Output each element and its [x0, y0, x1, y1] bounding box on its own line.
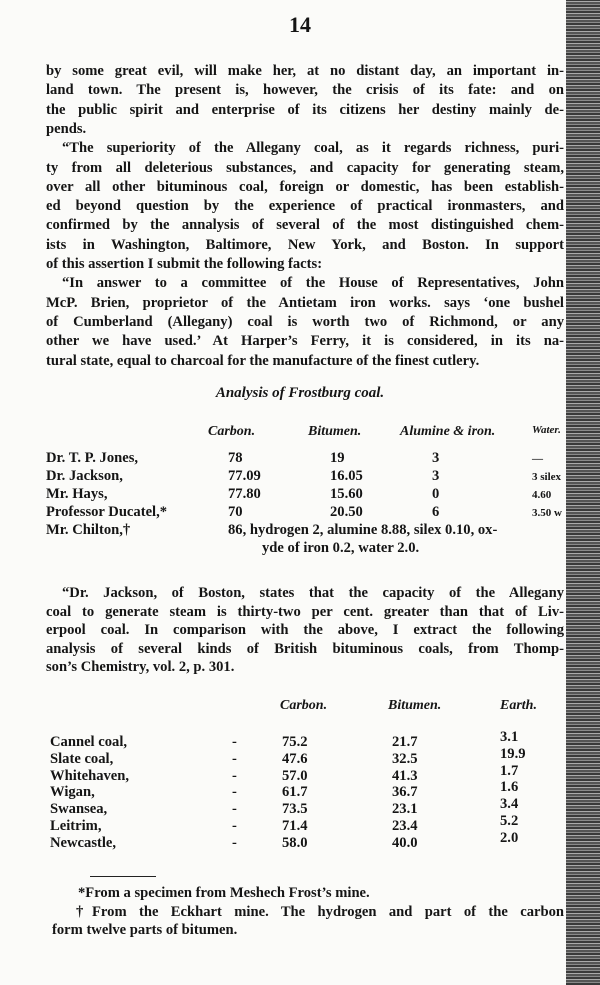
column-header: Earth. — [500, 698, 537, 713]
row-label: Mr. Hays, — [46, 486, 108, 502]
text-line: son’s Chemistry, vol. 2, p. 301. — [46, 659, 235, 675]
dash: - — [232, 784, 237, 801]
text-line: “In answer to a committee of the House o… — [62, 275, 564, 292]
table-cell: 0 — [432, 486, 440, 502]
table1-title: Analysis of Frostburg coal. — [215, 385, 385, 401]
text-line: the public spirit and enterprise of its … — [46, 101, 564, 118]
table-cell: 47.6 — [282, 750, 308, 767]
table-cell: 77.80 — [228, 486, 261, 502]
table-cell: 77.09 — [228, 468, 261, 484]
text-line: McP. Brien, proprietor of the Antietam i… — [46, 294, 564, 311]
row-label: Newcastle, — [50, 834, 117, 851]
text-line: “The superiority of the Allegany coal, a… — [62, 140, 564, 157]
table-cell: 1.7 — [500, 762, 519, 779]
text-line: tural state, equal to charcoal for the m… — [46, 352, 480, 369]
table-cell: 16.05 — [330, 468, 363, 484]
text-line: ty from all deleterious substances, and … — [46, 159, 564, 176]
footnote-line: *From a specimen from Meshech Frost’s mi… — [78, 885, 370, 901]
table-cell: 4.60 — [532, 489, 552, 501]
table-cell: 70 — [228, 504, 243, 520]
table-cell: 19 — [330, 450, 345, 466]
text-line: ists in Washington, Baltimore, New York,… — [46, 236, 564, 253]
text-line: erpool coal. In comparison with the abov… — [46, 622, 564, 638]
table-cell: 73.5 — [282, 801, 308, 818]
dash: - — [232, 801, 237, 818]
table-cell: yde of iron 0.2, water 2.0. — [262, 540, 420, 556]
dash: - — [232, 767, 237, 784]
table-cell: 75.2 — [282, 734, 308, 750]
table-cell: 21.7 — [392, 734, 418, 750]
row-label: Dr. T. P. Jones, — [46, 450, 139, 466]
row-label: Whitehaven, — [50, 767, 130, 784]
dash: - — [232, 818, 237, 834]
table-cell: 23.4 — [392, 818, 418, 834]
table-cell: 3.50 w — [532, 507, 562, 519]
row-label: Leitrim, — [50, 818, 102, 834]
text-line: of this assertion I submit the following… — [46, 256, 323, 272]
column-header: Carbon. — [280, 698, 328, 713]
table-cell: 40.0 — [392, 834, 418, 851]
column-header: Bitumen. — [308, 424, 362, 439]
column-header: Bitumen. — [388, 698, 442, 713]
column-header: Alumine & iron. — [400, 424, 496, 439]
table-cell: 20.50 — [330, 504, 363, 520]
footnote-line: form twelve parts of bitumen. — [52, 922, 238, 938]
table-cell: 1.6 — [500, 779, 519, 796]
text-line: analysis of several kinds of British bit… — [46, 640, 564, 657]
row-label: Swansea, — [50, 801, 108, 818]
table-cell: — — [532, 453, 543, 465]
column-header: Water. — [532, 424, 561, 436]
table-cell: 71.4 — [282, 818, 308, 834]
scan-binding-edge — [566, 0, 600, 985]
table-cell: 86, hydrogen 2, alumine 8.88, silex 0.10… — [228, 522, 498, 538]
table-cell: 3 — [432, 450, 440, 466]
row-label: Cannel coal, — [50, 734, 128, 750]
column-header: Carbon. — [208, 424, 256, 439]
text-line: ed beyond question by the experience of … — [46, 198, 564, 215]
table-cell: 41.3 — [392, 767, 418, 784]
table-cell: 36.7 — [392, 784, 418, 801]
text-line: confirmed by the annalysis of several of… — [46, 217, 564, 234]
table-cell: 3.4 — [500, 796, 519, 813]
row-label: Professor Ducatel,* — [46, 504, 168, 520]
table-cell: 3 silex — [532, 471, 562, 483]
table-cell: 23.1 — [392, 801, 418, 818]
row-label: Dr. Jackson, — [46, 468, 123, 484]
table-cell: 5.2 — [500, 813, 519, 829]
dash: - — [232, 750, 237, 767]
table-cell: 61.7 — [282, 784, 308, 801]
dash: - — [232, 734, 237, 750]
table-cell: 57.0 — [282, 767, 308, 784]
text-line: pends. — [46, 120, 87, 137]
row-label: Wigan, — [50, 784, 95, 801]
text-line: of Cumberland (Allegany) coal is worth t… — [46, 313, 564, 330]
table-cell: 6 — [432, 504, 440, 520]
table-cell: 2.0 — [500, 829, 519, 846]
text-line: other we have used.’ At Harper’s Ferry, … — [46, 333, 564, 350]
table-cell: 32.5 — [392, 750, 418, 767]
text-line: land town. The present is, however, the … — [46, 82, 564, 99]
text-line: “Dr. Jackson, of Boston, states that the… — [62, 585, 564, 601]
table-cell: 19.9 — [500, 745, 526, 762]
table-cell: 3.1 — [500, 729, 519, 745]
table-cell: 78 — [228, 450, 243, 466]
footnote-rule — [90, 876, 156, 877]
table-cell: 3 — [432, 468, 440, 484]
table-cell: 58.0 — [282, 834, 308, 851]
row-label: Mr. Chilton,† — [46, 522, 131, 538]
text-line: by some great evil, will make her, at no… — [46, 63, 564, 79]
dash: - — [232, 834, 237, 851]
table-cell: 15.60 — [330, 486, 363, 502]
page-number: 14 — [289, 12, 311, 37]
footnote-line: †From the Eckhart mine. The hydrogen and… — [76, 903, 564, 920]
row-label: Slate coal, — [50, 750, 114, 767]
text-line: over all other bituminous coal, foreign … — [46, 178, 564, 195]
text-line: coal to generate steam is thirty-two per… — [46, 603, 564, 620]
